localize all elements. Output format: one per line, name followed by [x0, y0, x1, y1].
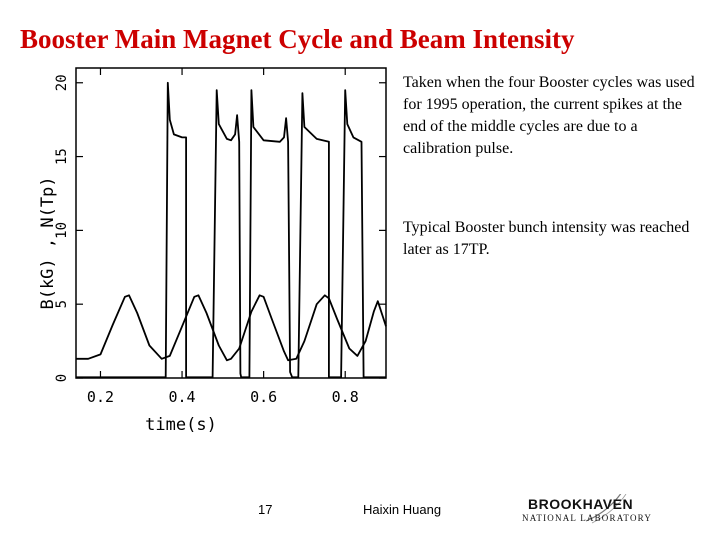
series-line-2 [76, 81, 386, 379]
y-tick-label: 10 [54, 222, 70, 239]
x-tick-label: 0.8 [332, 388, 359, 406]
x-tick-label: 0.6 [250, 388, 277, 406]
logo-swoosh-icon [585, 494, 627, 524]
x-tick-label: 0.4 [169, 388, 196, 406]
series-line-1 [76, 294, 387, 362]
slide-title: Booster Main Magnet Cycle and Beam Inten… [20, 24, 575, 54]
logo-wordmark: BROOKHAVEN [528, 496, 634, 512]
y-tick-label: 15 [54, 148, 70, 165]
y-tick-label: 0 [54, 374, 70, 382]
author-name: Haixin Huang [363, 502, 442, 517]
plot-frame [75, 67, 387, 379]
note-intensity: Typical Booster bunch intensity was reac… [403, 219, 690, 258]
y-axis-label: B(kG) , N(Tp) [40, 176, 58, 309]
note-cycles: Taken when the four Booster cycles was u… [403, 74, 695, 157]
x-tick-label: 0.2 [87, 388, 114, 406]
y-tick-label: 5 [54, 300, 70, 308]
logo-subtitle: NATIONAL LABORATORY [522, 513, 653, 523]
brookhaven-logo: BROOKHAVEN NATIONAL LABORATORY [522, 494, 662, 524]
page-number: 17 [258, 502, 273, 517]
x-axis-label: time(s) [145, 415, 217, 435]
y-tick-label: 20 [54, 74, 70, 91]
intensity-chart: 0 5 10 15 20 0.2 0.4 0.6 0.8 time(s) B(kG) , N(Tp) [40, 67, 387, 435]
